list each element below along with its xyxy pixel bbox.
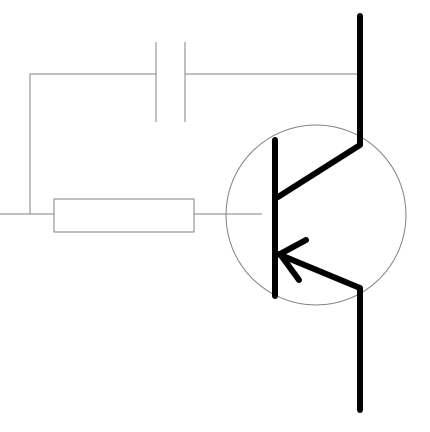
resistor	[53, 198, 195, 233]
transistor	[272, 13, 363, 413]
emitter-arrow-icon	[277, 237, 309, 283]
feedback-wire-left	[29, 73, 156, 214]
transistor-envelope	[225, 124, 407, 306]
capacitor	[155, 42, 186, 122]
emitter-lead	[275, 251, 363, 413]
feedback-wire	[29, 73, 360, 214]
input-branch	[0, 198, 262, 233]
collector-lead	[275, 13, 363, 200]
